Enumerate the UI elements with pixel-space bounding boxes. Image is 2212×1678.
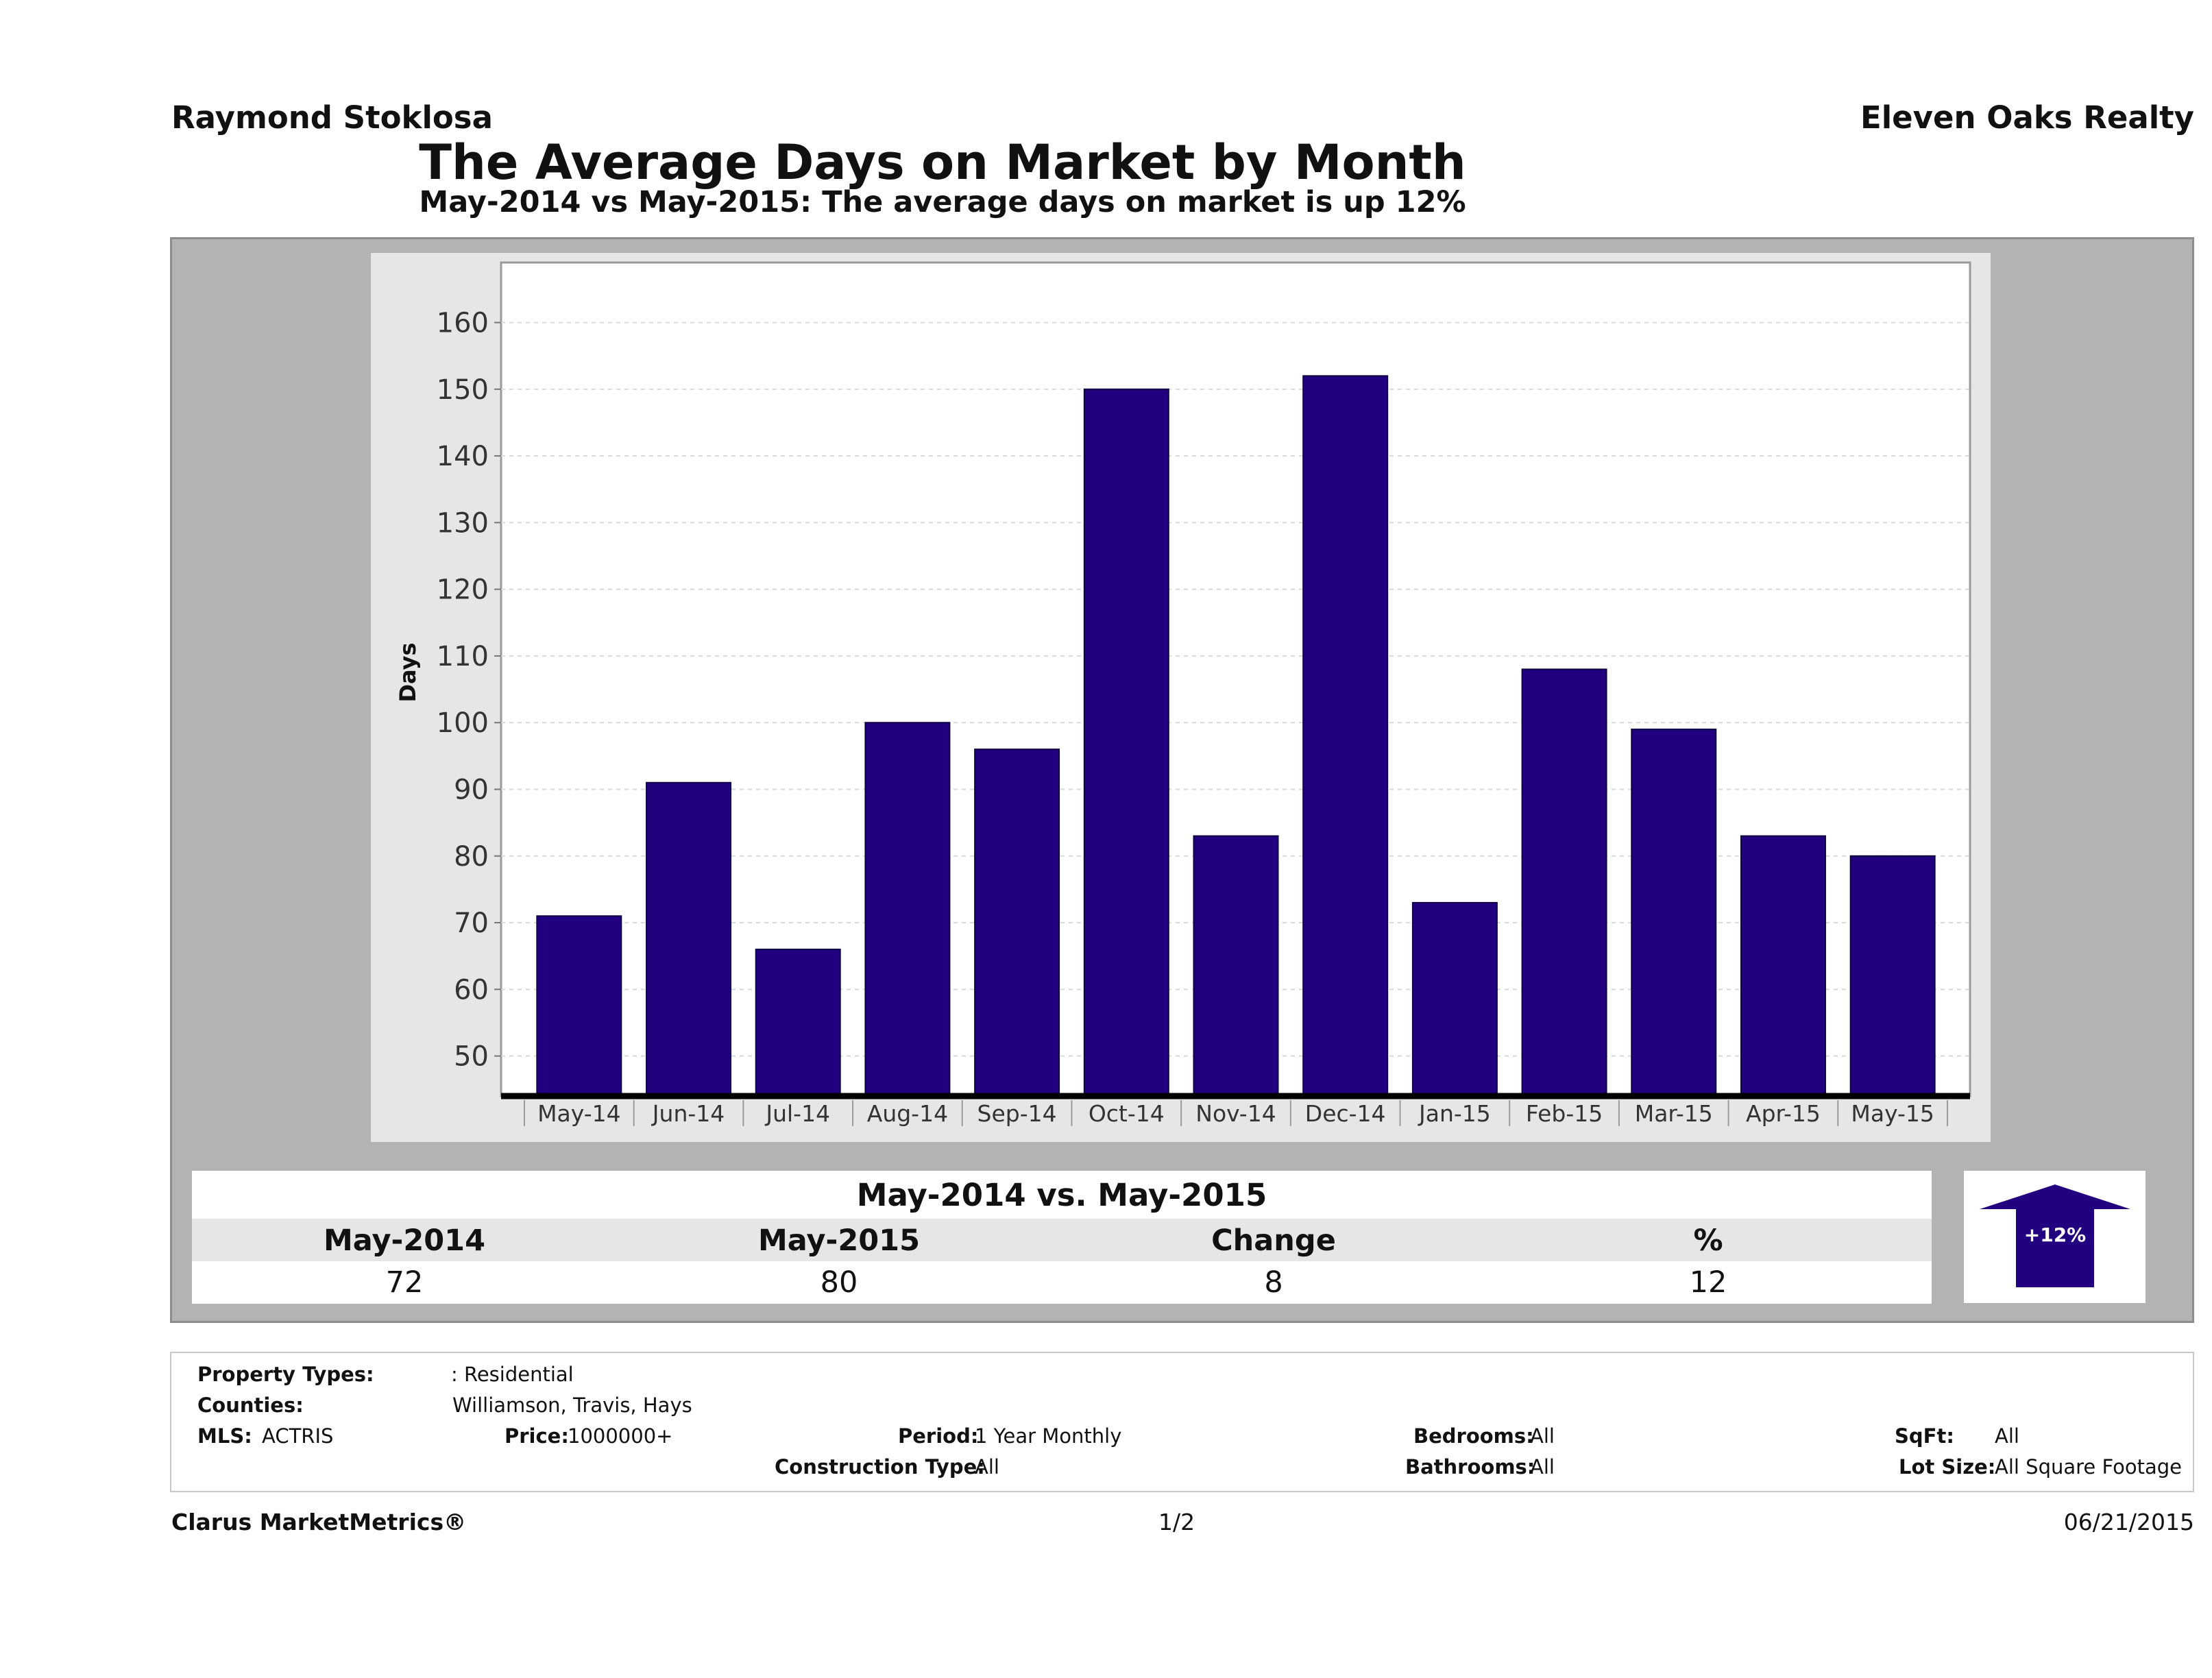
summary-value-cell: 8 <box>1264 1265 1283 1300</box>
x-tick-label: Nov-14 <box>1195 1100 1276 1127</box>
construction-type-value: All <box>975 1455 999 1479</box>
summary-header-row: May-2014 May-2015 Change % <box>192 1219 1932 1261</box>
y-tick-label: 80 <box>454 841 489 873</box>
x-tick-label: May-15 <box>1851 1100 1934 1127</box>
change-badge-label: +12% <box>2024 1224 2086 1246</box>
y-tick-label: 160 <box>437 308 489 339</box>
bar <box>1193 835 1279 1097</box>
construction-type-label: Construction Type: <box>775 1455 985 1479</box>
y-tick-label: 60 <box>454 974 489 1006</box>
x-tick-label: Jul-14 <box>764 1100 830 1127</box>
x-tick-label: Apr-15 <box>1746 1100 1821 1127</box>
x-tick-label: Mar-15 <box>1635 1100 1713 1127</box>
property-types-value: : Residential <box>451 1363 574 1386</box>
summary-table: May-2014 vs. May-2015 May-2014 May-2015 … <box>192 1171 1932 1304</box>
y-tick-label: 140 <box>437 441 489 472</box>
bar <box>1411 901 1498 1097</box>
agent-name: Raymond Stoklosa <box>171 99 493 136</box>
chart-title: The Average Days on Market by Month <box>419 134 1466 191</box>
period-value: 1 Year Monthly <box>975 1424 1122 1448</box>
bar <box>755 948 841 1097</box>
bar <box>536 915 622 1097</box>
y-tick-label: 50 <box>454 1041 489 1073</box>
bar <box>974 749 1060 1097</box>
counties-label: Counties: <box>197 1394 304 1417</box>
summary-value-cell: 12 <box>1689 1265 1727 1300</box>
x-tick-label: Jan-15 <box>1418 1100 1491 1127</box>
property-types-label: Property Types: <box>197 1363 374 1386</box>
y-tick-label: 130 <box>437 507 489 539</box>
summary-title: May-2014 vs. May-2015 <box>192 1171 1932 1219</box>
y-tick-label: 90 <box>454 775 489 806</box>
bar <box>1849 855 1936 1097</box>
bar <box>1302 375 1389 1097</box>
price-value: 1000000+ <box>568 1424 673 1448</box>
filter-panel: Property Types: : Residential Counties: … <box>170 1352 2194 1492</box>
period-label: Period: <box>898 1424 979 1448</box>
x-tick-label: Aug-14 <box>867 1100 948 1127</box>
bar <box>1521 668 1607 1097</box>
change-badge: +12% <box>1964 1171 2146 1303</box>
sqft-label: SqFt: <box>1895 1424 1954 1448</box>
up-arrow-icon: +12% <box>1980 1184 2130 1287</box>
x-tick-label: Oct-14 <box>1089 1100 1165 1127</box>
footer-brand: Clarus MarketMetrics® <box>171 1509 467 1535</box>
x-tick-label: Sep-14 <box>977 1100 1057 1127</box>
bar-chart: 50 60 70 80 90 100 110 120 130 140 150 160 Days May-1… <box>395 261 1971 1127</box>
page-number: 1/2 <box>1158 1509 1195 1535</box>
y-axis-label: Days <box>395 642 421 702</box>
bar <box>864 722 951 1097</box>
x-tick-label: Jun-14 <box>651 1100 725 1127</box>
y-tick-label: 70 <box>454 908 489 939</box>
y-tick-label: 150 <box>437 374 489 406</box>
bar <box>1740 835 1826 1097</box>
sqft-value: All <box>1995 1424 2019 1448</box>
bathrooms-value: All <box>1530 1455 1555 1479</box>
lot-size-label: Lot Size: <box>1899 1455 1996 1479</box>
summary-header-cell: Change <box>1211 1224 1336 1258</box>
lot-size-value: All Square Footage <box>1995 1455 2183 1479</box>
bar <box>1631 728 1717 1097</box>
y-tick-label: 100 <box>437 707 489 739</box>
bar <box>646 781 732 1097</box>
company-name: Eleven Oaks Realty <box>1860 99 2194 136</box>
mls-label: MLS: <box>197 1424 252 1448</box>
summary-header-cell: % <box>1693 1224 1723 1258</box>
bathrooms-label: Bathrooms: <box>1405 1455 1535 1479</box>
mls-value: ACTRIS <box>262 1424 334 1448</box>
summary-header-cell: May-2015 <box>757 1224 921 1258</box>
bar <box>1083 388 1169 1097</box>
y-tick-label: 120 <box>437 574 489 606</box>
counties-value: Williamson, Travis, Hays <box>452 1394 692 1417</box>
chart-subtitle: May-2014 vs May-2015: The average days o… <box>419 185 1466 219</box>
report-date: 06/21/2015 <box>2063 1509 2194 1535</box>
x-tick-label: May-14 <box>537 1100 621 1127</box>
summary-value-cell: 72 <box>385 1265 424 1300</box>
summary-value-cell: 80 <box>820 1265 858 1300</box>
x-tick-label: Dec-14 <box>1305 1100 1386 1127</box>
x-tick-label: Feb-15 <box>1526 1100 1603 1127</box>
summary-value-row: 72 80 8 12 <box>192 1261 1932 1304</box>
y-tick-label: 110 <box>437 641 489 672</box>
price-label: Price: <box>505 1424 569 1448</box>
bedrooms-value: All <box>1530 1424 1555 1448</box>
bedrooms-label: Bedrooms: <box>1413 1424 1534 1448</box>
summary-header-cell: May-2014 <box>323 1224 486 1258</box>
